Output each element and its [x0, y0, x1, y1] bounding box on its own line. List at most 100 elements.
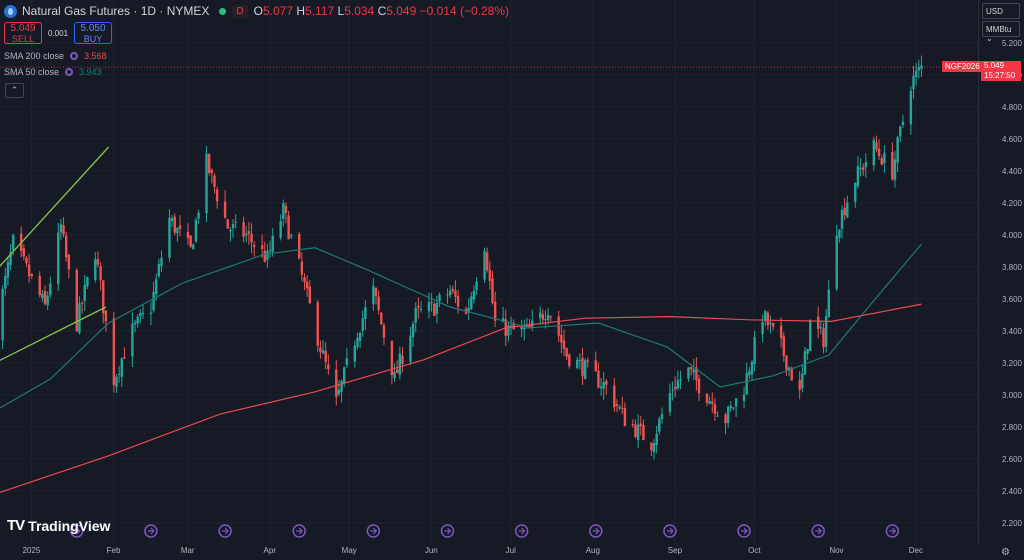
candle-body [75, 269, 78, 332]
candle [186, 223, 190, 245]
indicator-sma50[interactable]: SMA 50 close 3.943 [4, 67, 102, 77]
candle [734, 398, 738, 417]
event-marker [737, 524, 751, 538]
chart-grid [0, 0, 978, 545]
candle [173, 213, 176, 236]
indicator-sma200[interactable]: SMA 200 close 3.568 [4, 51, 107, 61]
candle-body [560, 334, 563, 343]
candle [64, 231, 68, 262]
settings-gear-icon[interactable]: ⚙ [1001, 547, 1010, 558]
tradingview-logo[interactable]: TV TradingView [7, 517, 110, 534]
candle-body [523, 327, 526, 330]
sell-button[interactable]: 5.049 SELL [4, 22, 42, 44]
candle [96, 251, 100, 268]
candle-body [658, 418, 661, 432]
candle [189, 235, 192, 249]
candle-body [414, 307, 417, 323]
settings-icon[interactable] [70, 52, 79, 60]
candle-body [724, 414, 727, 424]
candle [843, 198, 846, 221]
event-arrow-icon [296, 527, 304, 535]
candle-body [266, 251, 269, 260]
candle [512, 319, 515, 330]
candle-body [528, 323, 531, 329]
price-axis[interactable] [978, 0, 1024, 545]
candle [809, 319, 812, 352]
candle [623, 402, 627, 427]
candle-body [745, 373, 748, 395]
candle-body [803, 351, 807, 375]
candle [748, 367, 751, 380]
candle-body [838, 229, 841, 238]
candle-body [475, 281, 478, 290]
symbol-title[interactable]: Natural Gas Futures · 1D · NYMEX [22, 4, 210, 18]
candle-body [726, 407, 730, 423]
price-tick-label: 4.200 [1002, 199, 1023, 208]
candle-body [226, 219, 229, 229]
candle-body [846, 202, 849, 218]
candle [568, 353, 571, 369]
candle-body [215, 189, 219, 202]
candle [131, 312, 134, 368]
candle [896, 135, 899, 172]
candle [920, 55, 923, 77]
candle [676, 370, 680, 391]
candle [658, 416, 661, 435]
sma200-label: SMA 200 close [4, 51, 65, 61]
candle [639, 415, 642, 436]
collapse-legend-button[interactable]: ⌃ [5, 83, 24, 98]
candle [771, 322, 775, 331]
candle [742, 386, 746, 409]
candle-body [223, 201, 227, 218]
candle-body [583, 360, 587, 380]
candle [917, 59, 921, 79]
candle [726, 405, 730, 428]
candle-body [639, 423, 642, 426]
symbol-header: Natural Gas Futures · 1D · NYMEX D O5.07… [4, 4, 509, 18]
candle [835, 224, 838, 292]
candle [305, 275, 309, 297]
event-markers [70, 524, 900, 538]
candle [194, 217, 198, 244]
candle [414, 302, 417, 333]
currency-select[interactable]: USD [982, 3, 1020, 19]
candle-body [483, 250, 486, 280]
candle [578, 353, 582, 370]
candle [57, 222, 60, 291]
candle [862, 163, 865, 176]
spread-value: 0.001 [48, 28, 69, 38]
candle-body [210, 169, 214, 174]
candle-body [655, 433, 658, 445]
candle [382, 322, 386, 345]
candle-body [260, 245, 264, 249]
candle [308, 280, 312, 305]
candle-body [104, 310, 108, 322]
candle [642, 419, 645, 441]
event-arrow-icon [889, 527, 897, 535]
candle [689, 366, 693, 376]
candle [409, 326, 412, 366]
candle [393, 363, 396, 382]
candle [300, 252, 304, 282]
time-tick-label: Jul [506, 546, 516, 555]
candle [149, 301, 153, 326]
candle-body [305, 281, 309, 289]
candle [729, 401, 733, 412]
candle [1, 285, 4, 349]
candle-body [716, 415, 719, 417]
candle [520, 319, 523, 338]
buy-button[interactable]: 5.050 BUY [74, 22, 113, 44]
candle-body [186, 231, 190, 239]
unit-select[interactable]: MMBtu ⌄ [982, 21, 1020, 43]
candle [160, 250, 163, 273]
candle [605, 378, 608, 395]
candle-body [859, 167, 862, 170]
candle [446, 288, 449, 304]
candle [43, 285, 47, 306]
candle-body [692, 369, 695, 373]
settings-icon[interactable] [65, 68, 74, 76]
candle [234, 214, 237, 229]
candle [581, 347, 584, 385]
trade-panel: 5.049 SELL 0.001 5.050 BUY [4, 22, 113, 44]
